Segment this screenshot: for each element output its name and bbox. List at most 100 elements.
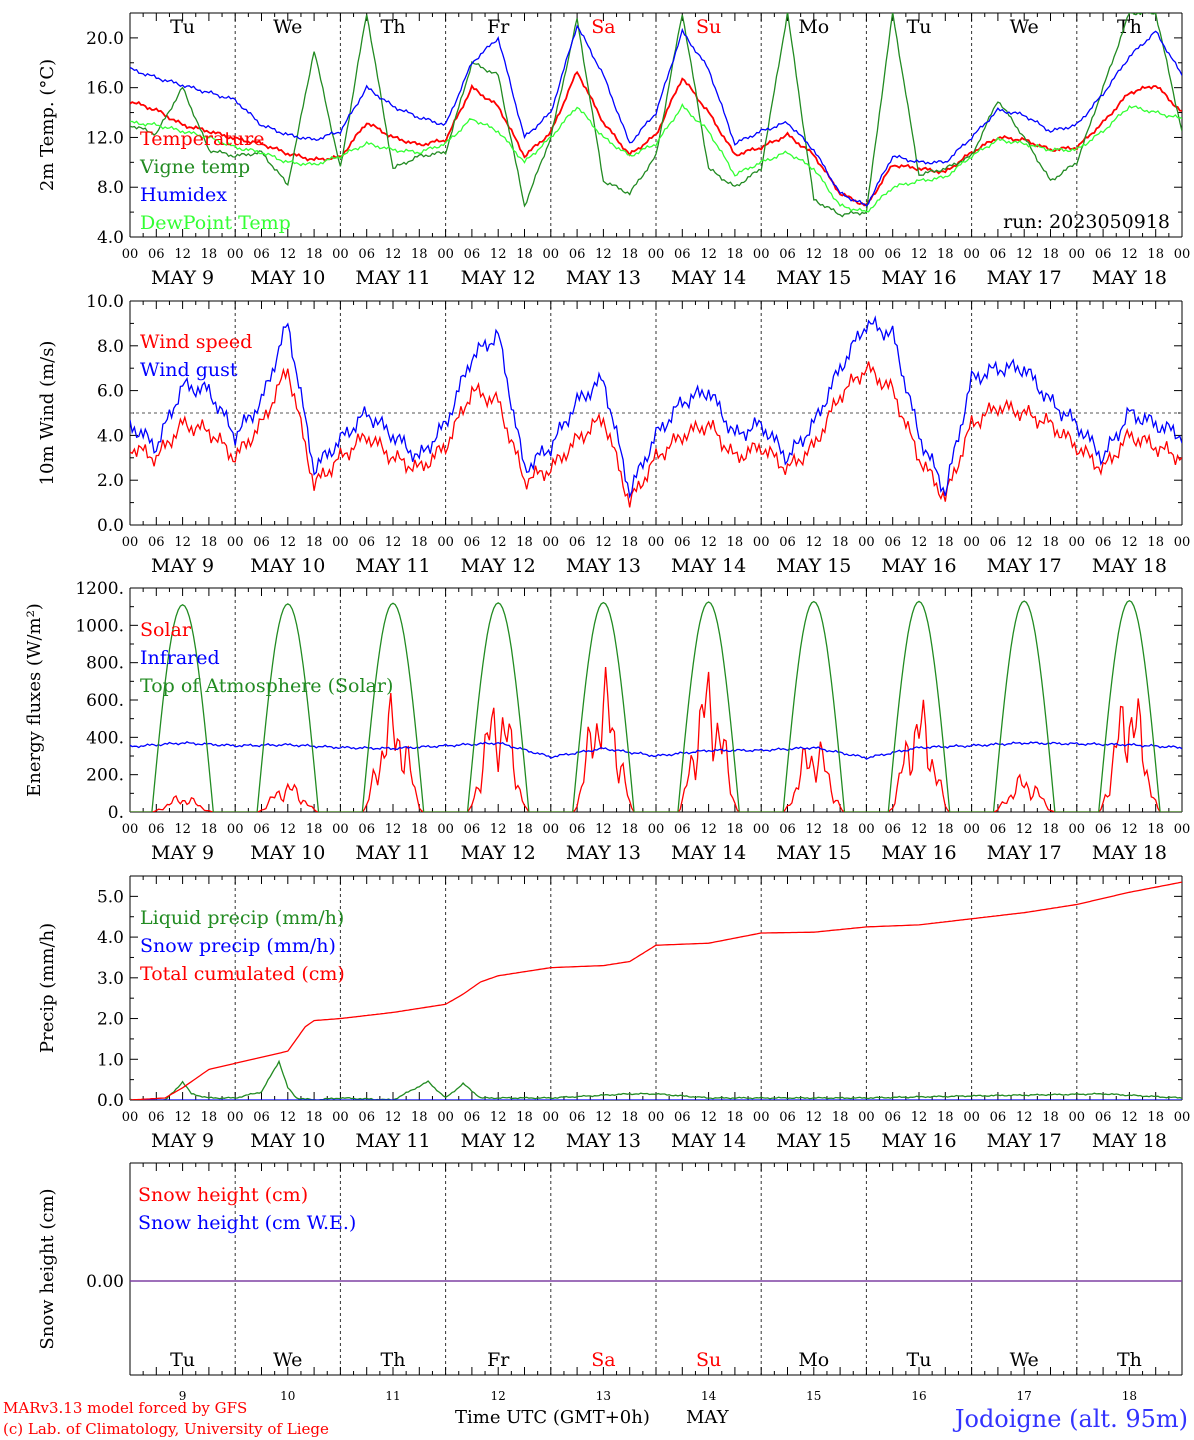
hour-tick-label: 00 xyxy=(648,535,665,550)
hour-tick-label: 06 xyxy=(148,535,165,550)
date-label: MAY 12 xyxy=(461,1130,536,1152)
hour-tick-label: 06 xyxy=(148,247,165,262)
plot-area xyxy=(130,599,1182,812)
y-axis-label: Snow height (cm) xyxy=(37,1188,58,1349)
legend-entry: Wind speed xyxy=(140,331,252,353)
date-label: MAY 16 xyxy=(881,555,956,577)
date-label: MAY 14 xyxy=(671,842,746,864)
hour-tick-label: 12 xyxy=(1016,247,1033,262)
x-axis-month: MAY xyxy=(686,1407,730,1428)
date-label: MAY 10 xyxy=(250,1130,325,1152)
legend-entry: Infrared xyxy=(140,647,220,669)
y-tick-label: 600. xyxy=(86,691,124,711)
day-number-label: 14 xyxy=(701,1389,717,1403)
hour-tick-label: 00 xyxy=(1174,1110,1191,1125)
hour-tick-label: 00 xyxy=(543,535,560,550)
hour-tick-label: 12 xyxy=(1016,822,1033,837)
date-label: MAY 18 xyxy=(1092,1130,1167,1152)
hour-tick-label: 12 xyxy=(280,822,297,837)
y-tick-label: 2.0 xyxy=(97,471,124,491)
date-label: MAY 15 xyxy=(776,1130,851,1152)
date-label: MAY 17 xyxy=(987,842,1062,864)
y-tick-label: 800. xyxy=(86,654,124,674)
hour-tick-label: 18 xyxy=(727,822,744,837)
hour-tick-label: 18 xyxy=(832,1110,849,1125)
hour-tick-label: 12 xyxy=(911,1110,928,1125)
hour-tick-label: 00 xyxy=(332,1110,349,1125)
hour-tick-label: 12 xyxy=(700,535,717,550)
hour-tick-label: 00 xyxy=(543,1110,560,1125)
hour-tick-label: 12 xyxy=(1121,535,1138,550)
hour-tick-label: 06 xyxy=(464,247,481,262)
weekday-label: Fr xyxy=(487,16,510,38)
y-tick-label: 3.0 xyxy=(97,969,124,989)
hour-tick-label: 06 xyxy=(148,1110,165,1125)
y-tick-label: 6.0 xyxy=(97,382,124,402)
series-line-vigne-temp xyxy=(130,13,1182,218)
hour-tick-label: 12 xyxy=(490,247,507,262)
hour-tick-label: 00 xyxy=(1174,822,1191,837)
weekday-label: We xyxy=(273,16,302,38)
hour-tick-label: 18 xyxy=(306,822,323,837)
panel-temperature: 4.0 8.0 12.0 16.0 20.0 2m Temp. (°C) 00 06 12 18 M… xyxy=(37,12,1190,289)
hour-tick-label: 18 xyxy=(1042,1110,1059,1125)
series-line-liquid-precip-mm-h- xyxy=(130,1059,1182,1100)
y-tick-label: 8.0 xyxy=(97,337,124,357)
hour-tick-label: 12 xyxy=(174,822,191,837)
hour-tick-label: 12 xyxy=(595,822,612,837)
weekday-label: Tu xyxy=(170,16,195,38)
hour-tick-label: 06 xyxy=(358,247,375,262)
legend-entry: Snow height (cm) xyxy=(138,1184,308,1206)
day-number-axis: 9 10 11 12 13 14 15 16 17 18 xyxy=(179,1389,1137,1403)
hour-tick-label: 06 xyxy=(990,535,1007,550)
weekday-label: We xyxy=(273,1349,302,1371)
hour-tick-label: 18 xyxy=(1147,247,1164,262)
date-label: MAY 11 xyxy=(355,555,430,577)
legend-entry: Total cumulated (cm) xyxy=(140,963,345,985)
y-tick-label: 2.0 xyxy=(97,1010,124,1030)
hour-tick-label: 12 xyxy=(1016,1110,1033,1125)
hour-tick-label: 00 xyxy=(332,247,349,262)
hour-tick-label: 00 xyxy=(963,822,980,837)
hour-tick-label: 18 xyxy=(516,1110,533,1125)
weekday-label: Tu xyxy=(907,16,932,38)
hour-tick-label: 00 xyxy=(1069,822,1086,837)
hour-tick-label: 12 xyxy=(280,1110,297,1125)
plot-area xyxy=(130,13,1182,218)
hour-tick-label: 00 xyxy=(122,535,139,550)
hour-tick-label: 06 xyxy=(358,822,375,837)
hour-tick-label: 00 xyxy=(648,822,665,837)
hour-tick-label: 18 xyxy=(621,535,638,550)
series-line-humidex xyxy=(130,24,1182,207)
hour-tick-label: 06 xyxy=(884,822,901,837)
hour-tick-label: 06 xyxy=(253,1110,270,1125)
legend-entry: Temperature xyxy=(140,128,264,150)
y-tick-label: 0. xyxy=(108,803,124,823)
hour-tick-label: 06 xyxy=(779,247,796,262)
day-number-label: 11 xyxy=(385,1389,400,1403)
series-line-infrared xyxy=(130,741,1182,760)
hour-tick-label: 18 xyxy=(306,535,323,550)
day-number-label: 17 xyxy=(1017,1389,1032,1403)
date-label: MAY 13 xyxy=(566,555,641,577)
hour-tick-label: 12 xyxy=(490,535,507,550)
hour-tick-label: 00 xyxy=(858,535,875,550)
weekday-label: Th xyxy=(1117,1349,1142,1371)
legend-entry: Humidex xyxy=(140,184,227,206)
date-label: MAY 17 xyxy=(987,267,1062,289)
hour-tick-label: 00 xyxy=(753,1110,770,1125)
lab-credit: (c) Lab. of Climatology, University of L… xyxy=(3,1420,329,1438)
y-tick-label: 200. xyxy=(86,766,124,786)
hour-tick-label: 06 xyxy=(1095,1110,1112,1125)
hour-tick-label: 00 xyxy=(1069,247,1086,262)
series-line-wind-gust xyxy=(130,315,1182,499)
weekday-label: Th xyxy=(1117,16,1142,38)
hour-tick-label: 12 xyxy=(1121,247,1138,262)
hour-tick-label: 12 xyxy=(700,1110,717,1125)
y-tick-label: 4.0 xyxy=(97,928,124,948)
day-number-label: 15 xyxy=(806,1389,821,1403)
hour-tick-label: 06 xyxy=(1095,535,1112,550)
hour-tick-label: 00 xyxy=(963,1110,980,1125)
hour-tick-label: 12 xyxy=(1016,535,1033,550)
plot-area xyxy=(130,315,1182,508)
